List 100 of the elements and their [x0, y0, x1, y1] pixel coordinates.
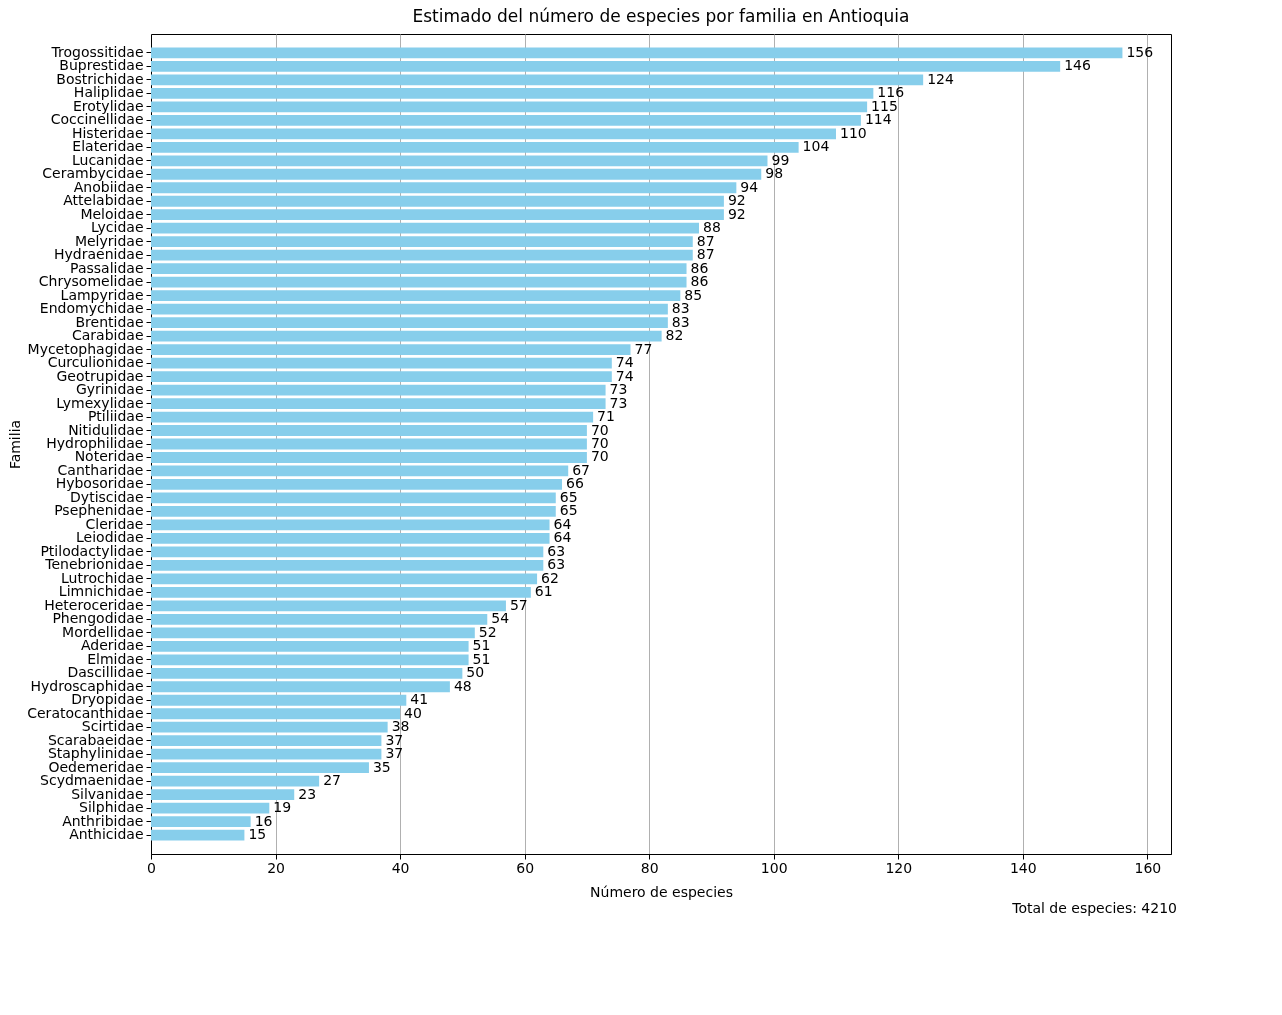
data-label: 94	[740, 178, 759, 195]
bar	[151, 249, 693, 261]
bar	[151, 114, 861, 126]
bar	[151, 222, 699, 234]
bar	[151, 168, 762, 180]
bar	[151, 735, 382, 747]
bar	[151, 816, 251, 828]
bar	[151, 344, 631, 355]
bar	[151, 559, 544, 571]
x-tick-label: 160	[1134, 859, 1162, 876]
y-tick-label: Cerambycidae	[42, 165, 144, 182]
bar	[151, 209, 724, 221]
x-tick-label: 0	[147, 859, 156, 876]
x-tick-label: 40	[391, 859, 410, 876]
bar	[151, 465, 569, 477]
y-tick-label: Lutrochidae	[61, 569, 144, 586]
data-label: 70	[590, 435, 609, 451]
x-tick-label: 120	[885, 859, 913, 876]
bar	[151, 357, 612, 369]
bar	[151, 141, 799, 153]
bar	[151, 694, 407, 706]
data-label: 124	[927, 70, 954, 87]
bar	[151, 128, 836, 140]
bar	[151, 195, 724, 207]
bar	[151, 479, 562, 490]
chart-title: Estimado del número de especies por familia en Antioquia	[412, 6, 910, 26]
y-tick-label: Haliplidae	[73, 84, 144, 101]
bar	[151, 492, 556, 504]
data-label: 99	[771, 151, 790, 168]
data-label: 57	[509, 596, 528, 613]
bar	[151, 708, 401, 720]
bar	[151, 438, 587, 450]
bar	[151, 721, 388, 733]
data-label: 156	[1126, 43, 1154, 60]
bar	[151, 681, 450, 693]
bar	[151, 452, 587, 463]
bar	[151, 654, 469, 666]
data-label: 61	[534, 583, 553, 600]
bar	[151, 667, 463, 679]
y-tick-label: Trogossitidae	[50, 43, 144, 60]
x-tick-label: 100	[760, 859, 788, 876]
data-label: 27	[323, 772, 341, 789]
bar	[151, 533, 550, 544]
bar	[151, 775, 320, 787]
bar	[151, 802, 270, 814]
bar	[151, 101, 868, 113]
bar	[151, 74, 924, 86]
x-tick-label: 60	[516, 859, 535, 876]
y-tick-label: Nitidulidae	[68, 421, 144, 438]
bar	[151, 384, 606, 396]
y-tick-label: Passalidae	[70, 259, 144, 276]
y-tick-label: Staphylinidae	[47, 745, 144, 762]
bar	[151, 546, 544, 558]
bar	[151, 290, 681, 302]
x-axis-title: Número de especies	[590, 883, 733, 900]
bar	[151, 627, 475, 639]
bar	[151, 425, 587, 436]
bar	[151, 411, 594, 423]
bar	[151, 748, 382, 760]
data-label: 77	[634, 340, 653, 357]
y-tick-label: Histeridae	[71, 124, 144, 141]
bar	[151, 155, 768, 167]
bar	[151, 586, 531, 598]
bar	[151, 829, 245, 841]
y-tick-label: Cleridae	[85, 515, 144, 532]
data-label: 110	[839, 124, 867, 141]
x-tick-label: 140	[1009, 859, 1037, 876]
y-tick-label: Anthicidae	[69, 826, 144, 843]
bar	[151, 398, 606, 409]
bar	[151, 789, 295, 801]
bar	[151, 519, 550, 531]
y-tick-label: Chrysomelidae	[38, 273, 144, 290]
data-label: 16	[254, 812, 273, 829]
data-label: 15	[248, 826, 267, 843]
y-tick-label: Lycidae	[91, 219, 144, 236]
bar	[151, 263, 687, 275]
bar	[151, 506, 556, 517]
bar	[151, 573, 538, 585]
y-tick-label: Geotrupidae	[56, 367, 144, 384]
data-label: 70	[590, 448, 609, 465]
y-tick-label: Cantharidae	[57, 461, 144, 478]
x-tick-label: 20	[267, 859, 285, 876]
bar	[151, 613, 488, 625]
data-label: 146	[1064, 57, 1091, 74]
bar	[151, 762, 369, 774]
bar	[151, 317, 668, 329]
bar	[151, 60, 1061, 72]
data-label: 104	[802, 138, 830, 155]
x-tick-label: 80	[640, 859, 659, 876]
data-label: 114	[864, 111, 892, 128]
bar	[151, 47, 1123, 59]
data-label: 67	[572, 461, 591, 478]
y-tick-label: Hydrophilidae	[46, 435, 144, 451]
y-tick-label: Silphidae	[79, 799, 144, 816]
text: Total de especies: 4210	[1011, 900, 1177, 916]
y-tick-label: Phengodidae	[52, 610, 144, 627]
bar	[151, 87, 874, 99]
data-label: 82	[665, 327, 684, 344]
data-label: 98	[765, 165, 784, 182]
bar	[151, 276, 687, 288]
